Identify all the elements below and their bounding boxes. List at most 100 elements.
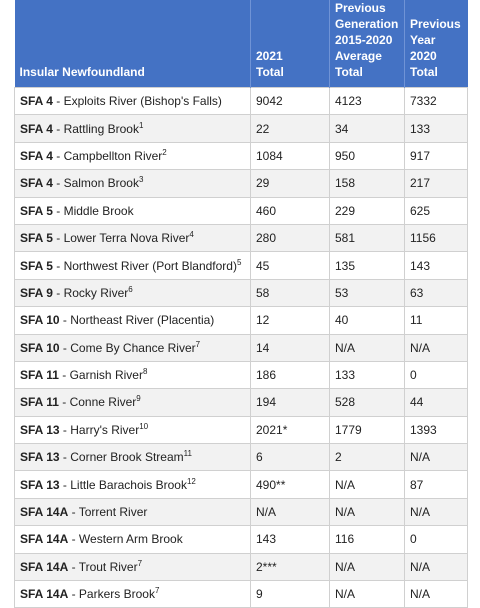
sfa-label: SFA 14A [20, 532, 69, 547]
sfa-label: SFA 4 [20, 148, 53, 163]
river-name: - Parkers Brook [68, 587, 155, 602]
total-2021-cell: 280 [250, 223, 330, 253]
footnote-marker: 2 [162, 147, 167, 157]
river-name: - Rattling Brook [52, 121, 139, 136]
table-row: SFA 10 - Come By Chance River7 14 N/A N/… [14, 333, 468, 362]
river-cell: SFA 5 - Lower Terra Nova River4 [14, 223, 251, 253]
sfa-label: SFA 14A [20, 505, 69, 520]
river-name: - Lower Terra Nova River [52, 231, 190, 246]
river-name: - Conne River [58, 395, 137, 410]
header-prev-year-total: Previous Year 2020 Total [404, 0, 468, 88]
river-name: - Rocky River [52, 285, 129, 300]
total-2021-cell: 143 [250, 525, 330, 554]
river-cell: SFA 5 - Northwest River (Port Blandford)… [14, 251, 251, 280]
avg-2015-2020-cell: N/A [329, 470, 405, 499]
total-2021-cell: 490** [250, 470, 330, 499]
avg-2015-2020-cell: 133 [329, 360, 405, 390]
header-line: Generation [335, 17, 399, 31]
total-2021-cell: 6 [250, 443, 330, 472]
table-row: SFA 9 - Rocky River6 58 53 63 [14, 278, 468, 308]
river-name: - Northeast River (Placentia) [59, 313, 215, 328]
avg-2015-2020-cell: 528 [329, 388, 405, 417]
total-2020-cell: 0 [404, 525, 468, 554]
river-cell: SFA 4 - Rattling Brook1 [14, 114, 251, 143]
sfa-label: SFA 14A [20, 559, 69, 574]
avg-2015-2020-cell: 581 [329, 223, 405, 253]
table-row: SFA 14A - Parkers Brook7 9 N/A N/A [14, 580, 468, 608]
total-2021-cell: N/A [250, 497, 330, 527]
header-region: Insular Newfoundland [14, 0, 251, 88]
header-2021-total: 2021 Total [250, 0, 330, 88]
header-line: Total [256, 65, 284, 79]
river-cell: SFA 4 - Exploits River (Bishop's Falls) [14, 86, 251, 116]
total-2020-cell: 11 [404, 306, 468, 335]
total-2020-cell: 0 [404, 360, 468, 390]
header-line: 2021 [256, 49, 283, 63]
footnote-marker: 3 [138, 175, 144, 185]
footnote-marker: 9 [136, 394, 141, 404]
header-line: Year [410, 33, 436, 47]
sfa-label: SFA 14A [20, 587, 69, 602]
total-2020-cell: 44 [404, 388, 468, 417]
table-body: SFA 4 - Exploits River (Bishop's Falls) … [14, 86, 468, 608]
river-cell: SFA 14A - Torrent River [14, 497, 251, 527]
total-2020-cell: 625 [404, 196, 468, 225]
river-name: - Trout River [68, 559, 138, 574]
river-name: - Harry's River [59, 422, 140, 437]
avg-2015-2020-cell: 2 [329, 443, 405, 472]
header-row: Insular Newfoundland 2021 Total Previous… [14, 0, 468, 88]
sfa-label: SFA 5 [20, 258, 53, 273]
river-cell: SFA 5 - Middle Brook [14, 196, 251, 225]
river-cell: SFA 13 - Corner Brook Stream11 [14, 443, 251, 472]
total-2021-cell: 2*** [250, 552, 330, 582]
sfa-label: SFA 4 [20, 176, 53, 191]
header-prev-generation-avg: Previous Generation 2015-2020 Average To… [329, 0, 405, 88]
table-row: SFA 4 - Salmon Brook3 29 158 217 [14, 169, 468, 198]
sfa-label: SFA 10 [20, 313, 60, 328]
river-cell: SFA 11 - Garnish River8 [14, 360, 251, 390]
header-region-label: Insular Newfoundland [19, 65, 145, 79]
table-row: SFA 13 - Corner Brook Stream11 6 2 N/A [14, 443, 468, 472]
table-row: SFA 5 - Lower Terra Nova River4 280 581 … [14, 223, 468, 253]
river-cell: SFA 9 - Rocky River6 [14, 278, 251, 308]
sfa-label: SFA 9 [20, 285, 53, 300]
table-row: SFA 11 - Garnish River8 186 133 0 [14, 360, 468, 390]
table-row: SFA 14A - Torrent River N/A N/A N/A [14, 497, 468, 527]
avg-2015-2020-cell: N/A [329, 580, 405, 608]
total-2021-cell: 460 [250, 196, 330, 225]
total-2021-cell: 2021* [250, 415, 330, 445]
river-name: - Northwest River (Port Blandford) [52, 258, 237, 273]
total-2021-cell: 194 [250, 388, 330, 417]
avg-2015-2020-cell: 950 [329, 141, 405, 171]
avg-2015-2020-cell: 4123 [329, 86, 405, 116]
sfa-label: SFA 13 [20, 450, 60, 465]
table-row: SFA 10 - Northeast River (Placentia) 12 … [14, 306, 468, 335]
total-2021-cell: 9042 [250, 86, 330, 116]
table-row: SFA 11 - Conne River9 194 528 44 [14, 388, 468, 417]
total-2020-cell: 1393 [404, 415, 468, 445]
total-2020-cell: N/A [404, 580, 468, 608]
sfa-label: SFA 4 [20, 94, 53, 109]
total-2020-cell: 63 [404, 278, 468, 308]
total-2021-cell: 58 [250, 278, 330, 308]
footnote-marker: 10 [139, 421, 149, 431]
footnote-marker: 1 [138, 120, 144, 130]
total-2020-cell: N/A [404, 333, 468, 362]
salmon-counts-table: Insular Newfoundland 2021 Total Previous… [14, 0, 468, 608]
table-row: SFA 4 - Exploits River (Bishop's Falls) … [14, 86, 468, 116]
header-line: 2020 [410, 49, 437, 63]
river-cell: SFA 13 - Little Barachois Brook12 [14, 470, 251, 499]
table-row: SFA 14A - Trout River7 2*** N/A N/A [14, 552, 468, 582]
river-name: - Torrent River [68, 505, 148, 520]
footnote-marker: 5 [236, 257, 242, 267]
table-row: SFA 13 - Harry's River10 2021* 1779 1393 [14, 415, 468, 445]
total-2021-cell: 12 [250, 306, 330, 335]
sfa-label: SFA 4 [20, 121, 53, 136]
footnote-marker: 7 [137, 558, 143, 568]
header-line: Previous [410, 17, 461, 31]
avg-2015-2020-cell: 40 [329, 306, 405, 335]
sfa-label: SFA 13 [20, 477, 60, 492]
river-name: - Corner Brook Stream [59, 450, 184, 465]
total-2020-cell: N/A [404, 552, 468, 582]
avg-2015-2020-cell: N/A [329, 333, 405, 362]
